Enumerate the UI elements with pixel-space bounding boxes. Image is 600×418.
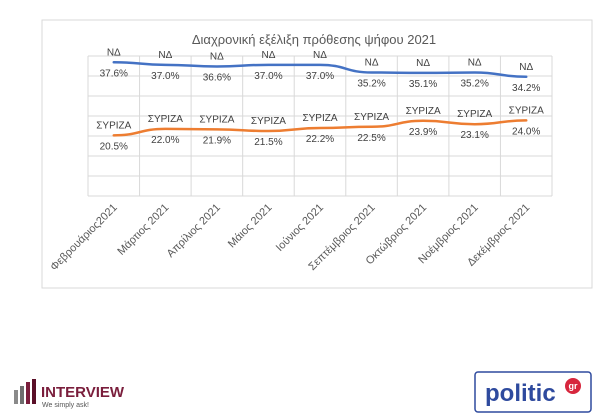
series-layer <box>112 61 528 137</box>
politic-logo-border <box>474 371 592 413</box>
data-label-series-name: ΝΔ <box>158 50 172 61</box>
politic-logo-dot <box>565 378 581 394</box>
data-label-value: 36.6% <box>203 73 231 84</box>
series-line-nd <box>112 61 528 79</box>
data-label-series-name: ΣΥΡΙΖΑ <box>302 113 337 124</box>
data-label-value: 35.2% <box>357 79 385 90</box>
data-label-series-name: ΝΔ <box>416 58 430 69</box>
politic-logo: politic gr <box>474 371 592 413</box>
interview-logo-tagline: We simply ask! <box>42 402 89 409</box>
data-label-value: 37.0% <box>151 71 179 82</box>
data-label-value: 34.2% <box>512 83 540 94</box>
data-label-value: 21.9% <box>203 135 231 146</box>
data-label-value: 23.9% <box>409 127 437 138</box>
data-label-series-name: ΝΔ <box>107 47 121 58</box>
politic-logo-suffix: gr <box>569 381 578 391</box>
data-label-series-name: ΝΔ <box>313 50 327 61</box>
logo-bar <box>32 379 36 404</box>
data-label-value: 22.2% <box>306 134 334 145</box>
interview-logo: INTERVIEW We simply ask! <box>14 379 125 409</box>
data-label-series-name: ΝΔ <box>519 62 533 73</box>
data-label-series-name: ΣΥΡΙΖΑ <box>96 120 131 131</box>
logo-bar <box>14 390 18 404</box>
data-label-value: 20.5% <box>100 141 128 152</box>
data-label-series-name: ΝΔ <box>365 58 379 69</box>
data-label-value: 37.0% <box>254 71 282 82</box>
data-label-series-name: ΣΥΡΙΖΑ <box>354 112 389 123</box>
data-label-value: 24.0% <box>512 126 540 137</box>
gridlines <box>87 55 553 197</box>
politic-logo-name: politic <box>485 380 556 407</box>
data-label-value: 23.1% <box>460 130 488 141</box>
data-label-value: 22.5% <box>357 133 385 144</box>
data-label-series-name: ΣΥΡΙΖΑ <box>509 105 544 116</box>
data-label-value: 37.6% <box>100 68 128 79</box>
data-label-value: 35.2% <box>460 79 488 90</box>
logo-bar <box>26 382 30 404</box>
data-label-value: 22.0% <box>151 135 179 146</box>
interview-logo-name: INTERVIEW <box>41 384 125 401</box>
data-label-series-name: ΣΥΡΙΖΑ <box>457 109 492 120</box>
chart-title: Διαχρονική εξέλιξη πρόθεσης ψήφου 2021 <box>192 32 436 47</box>
data-label-series-name: ΝΔ <box>261 50 275 61</box>
data-label-series-name: ΝΔ <box>468 58 482 69</box>
data-label-series-name: ΣΥΡΙΖΑ <box>406 106 441 117</box>
data-label-series-name: ΣΥΡΙΖΑ <box>199 114 234 125</box>
data-label-value: 37.0% <box>306 71 334 82</box>
data-label-series-name: ΝΔ <box>210 52 224 63</box>
data-label-series-name: ΣΥΡΙΖΑ <box>251 116 286 127</box>
line-chart: Διαχρονική εξέλιξη πρόθεσης ψήφου 2021 Ν… <box>41 19 593 289</box>
logo-bar <box>20 386 24 404</box>
data-labels: ΝΔ 37.6% ΝΔ 37.0% ΝΔ 36.6% ΝΔ 37.0% ΝΔ 37.0% ΝΔ 35.… <box>96 47 544 152</box>
data-label-series-name: ΣΥΡΙΖΑ <box>148 114 183 125</box>
series-line-syriza <box>112 119 528 137</box>
data-label-value: 21.5% <box>254 137 282 148</box>
data-label-value: 35.1% <box>409 79 437 90</box>
